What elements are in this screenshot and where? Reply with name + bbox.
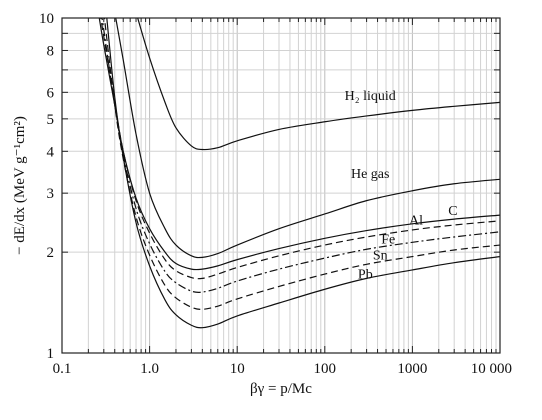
x-tick-label: 10 000 [471,361,512,377]
x-tick-label: 1000 [397,361,427,377]
x-tick-label: 0.1 [53,361,72,377]
x-axis-label: βγ = p/Mc [250,381,312,397]
y-tick-label: 6 [47,85,55,101]
y-tick-label: 1 [47,346,55,362]
series-label: Fe [381,233,395,248]
series-curves [98,12,500,327]
series-label: Sn [373,249,388,264]
series-label: Pb [358,267,373,282]
series-line [101,12,500,292]
y-axis-label: − dE/dx (MeV g⁻¹cm²) [12,116,28,255]
x-tick-label: 1.0 [140,361,159,377]
y-tick-label: 10 [39,11,54,27]
series-line [100,12,500,278]
y-tick-label: 3 [47,186,55,202]
y-tick-label: 4 [47,144,55,160]
y-tick-label: 5 [47,112,55,128]
series-label: H₂ liquid [345,89,396,104]
series-label: He gas [351,167,390,182]
y-tick-label: 8 [47,43,55,59]
axis-ticks: 0.1 1.0 10 100 1000 10 000 1 2 3 4 5 6 8 10 [39,11,512,377]
series-label: Al [409,213,423,228]
series-label: C [448,204,457,219]
x-tick-label: 10 [230,361,245,377]
y-tick-label: 2 [47,245,55,261]
series-line [106,12,500,327]
x-tick-label: 100 [314,361,337,377]
